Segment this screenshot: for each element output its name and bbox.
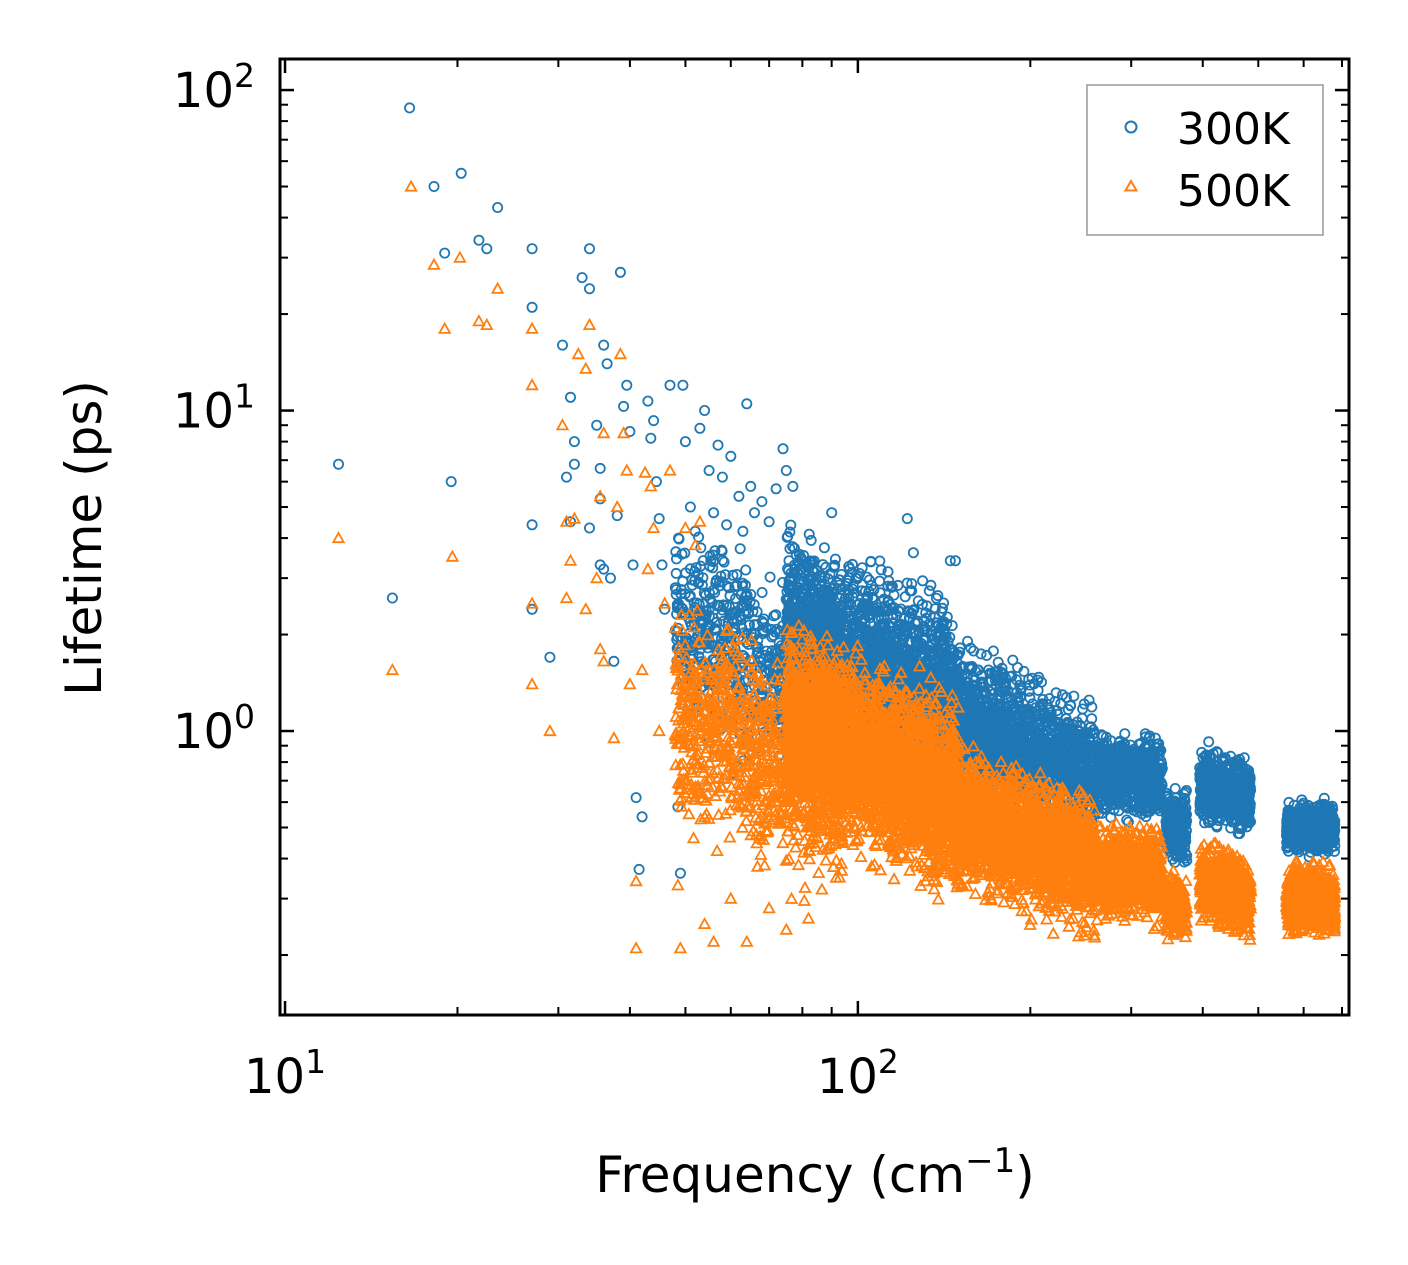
point-300K [735, 611, 747, 623]
point-300K [703, 619, 715, 631]
point-300K [731, 569, 743, 581]
point-300K [718, 556, 730, 568]
point-300K [764, 571, 776, 583]
point-300K [710, 577, 722, 589]
data-points [331, 102, 1342, 954]
point-300K [722, 620, 734, 632]
point-300K [758, 613, 770, 625]
point-300K [729, 581, 741, 593]
point-300K [672, 598, 684, 610]
point-300K [760, 649, 772, 661]
point-300K [684, 563, 696, 575]
point-300K [673, 533, 685, 545]
point-300K [693, 531, 705, 543]
point-300K [730, 593, 742, 605]
point-300K [671, 553, 683, 565]
point-300K [705, 555, 717, 567]
point-300K [722, 631, 734, 643]
point-300K [707, 562, 719, 574]
point-300K [707, 549, 719, 561]
point-300K [715, 609, 727, 621]
point-300K [670, 567, 682, 579]
point-300K [684, 642, 696, 654]
point-300K [709, 624, 721, 636]
point-300K [675, 584, 687, 596]
point-300K [724, 590, 736, 602]
point-300K [717, 554, 729, 566]
point-300K [769, 626, 781, 638]
point-300K [708, 584, 720, 596]
point-300K [697, 555, 709, 567]
point-300K [770, 609, 782, 621]
point-300K [756, 587, 768, 599]
point-300K [696, 579, 708, 591]
point-300K [675, 588, 687, 600]
point-300K [740, 564, 752, 576]
point-300K [692, 569, 704, 581]
point-300K [754, 651, 766, 663]
point-300K [695, 542, 707, 554]
point-300K [670, 546, 682, 558]
point-300K [740, 590, 752, 602]
point-300K [702, 642, 714, 654]
point-300K [690, 562, 702, 574]
point-300K [694, 606, 706, 618]
point-300K [713, 599, 725, 611]
point-300K [745, 627, 757, 639]
point-300K [723, 601, 735, 613]
point-300K [734, 543, 746, 555]
